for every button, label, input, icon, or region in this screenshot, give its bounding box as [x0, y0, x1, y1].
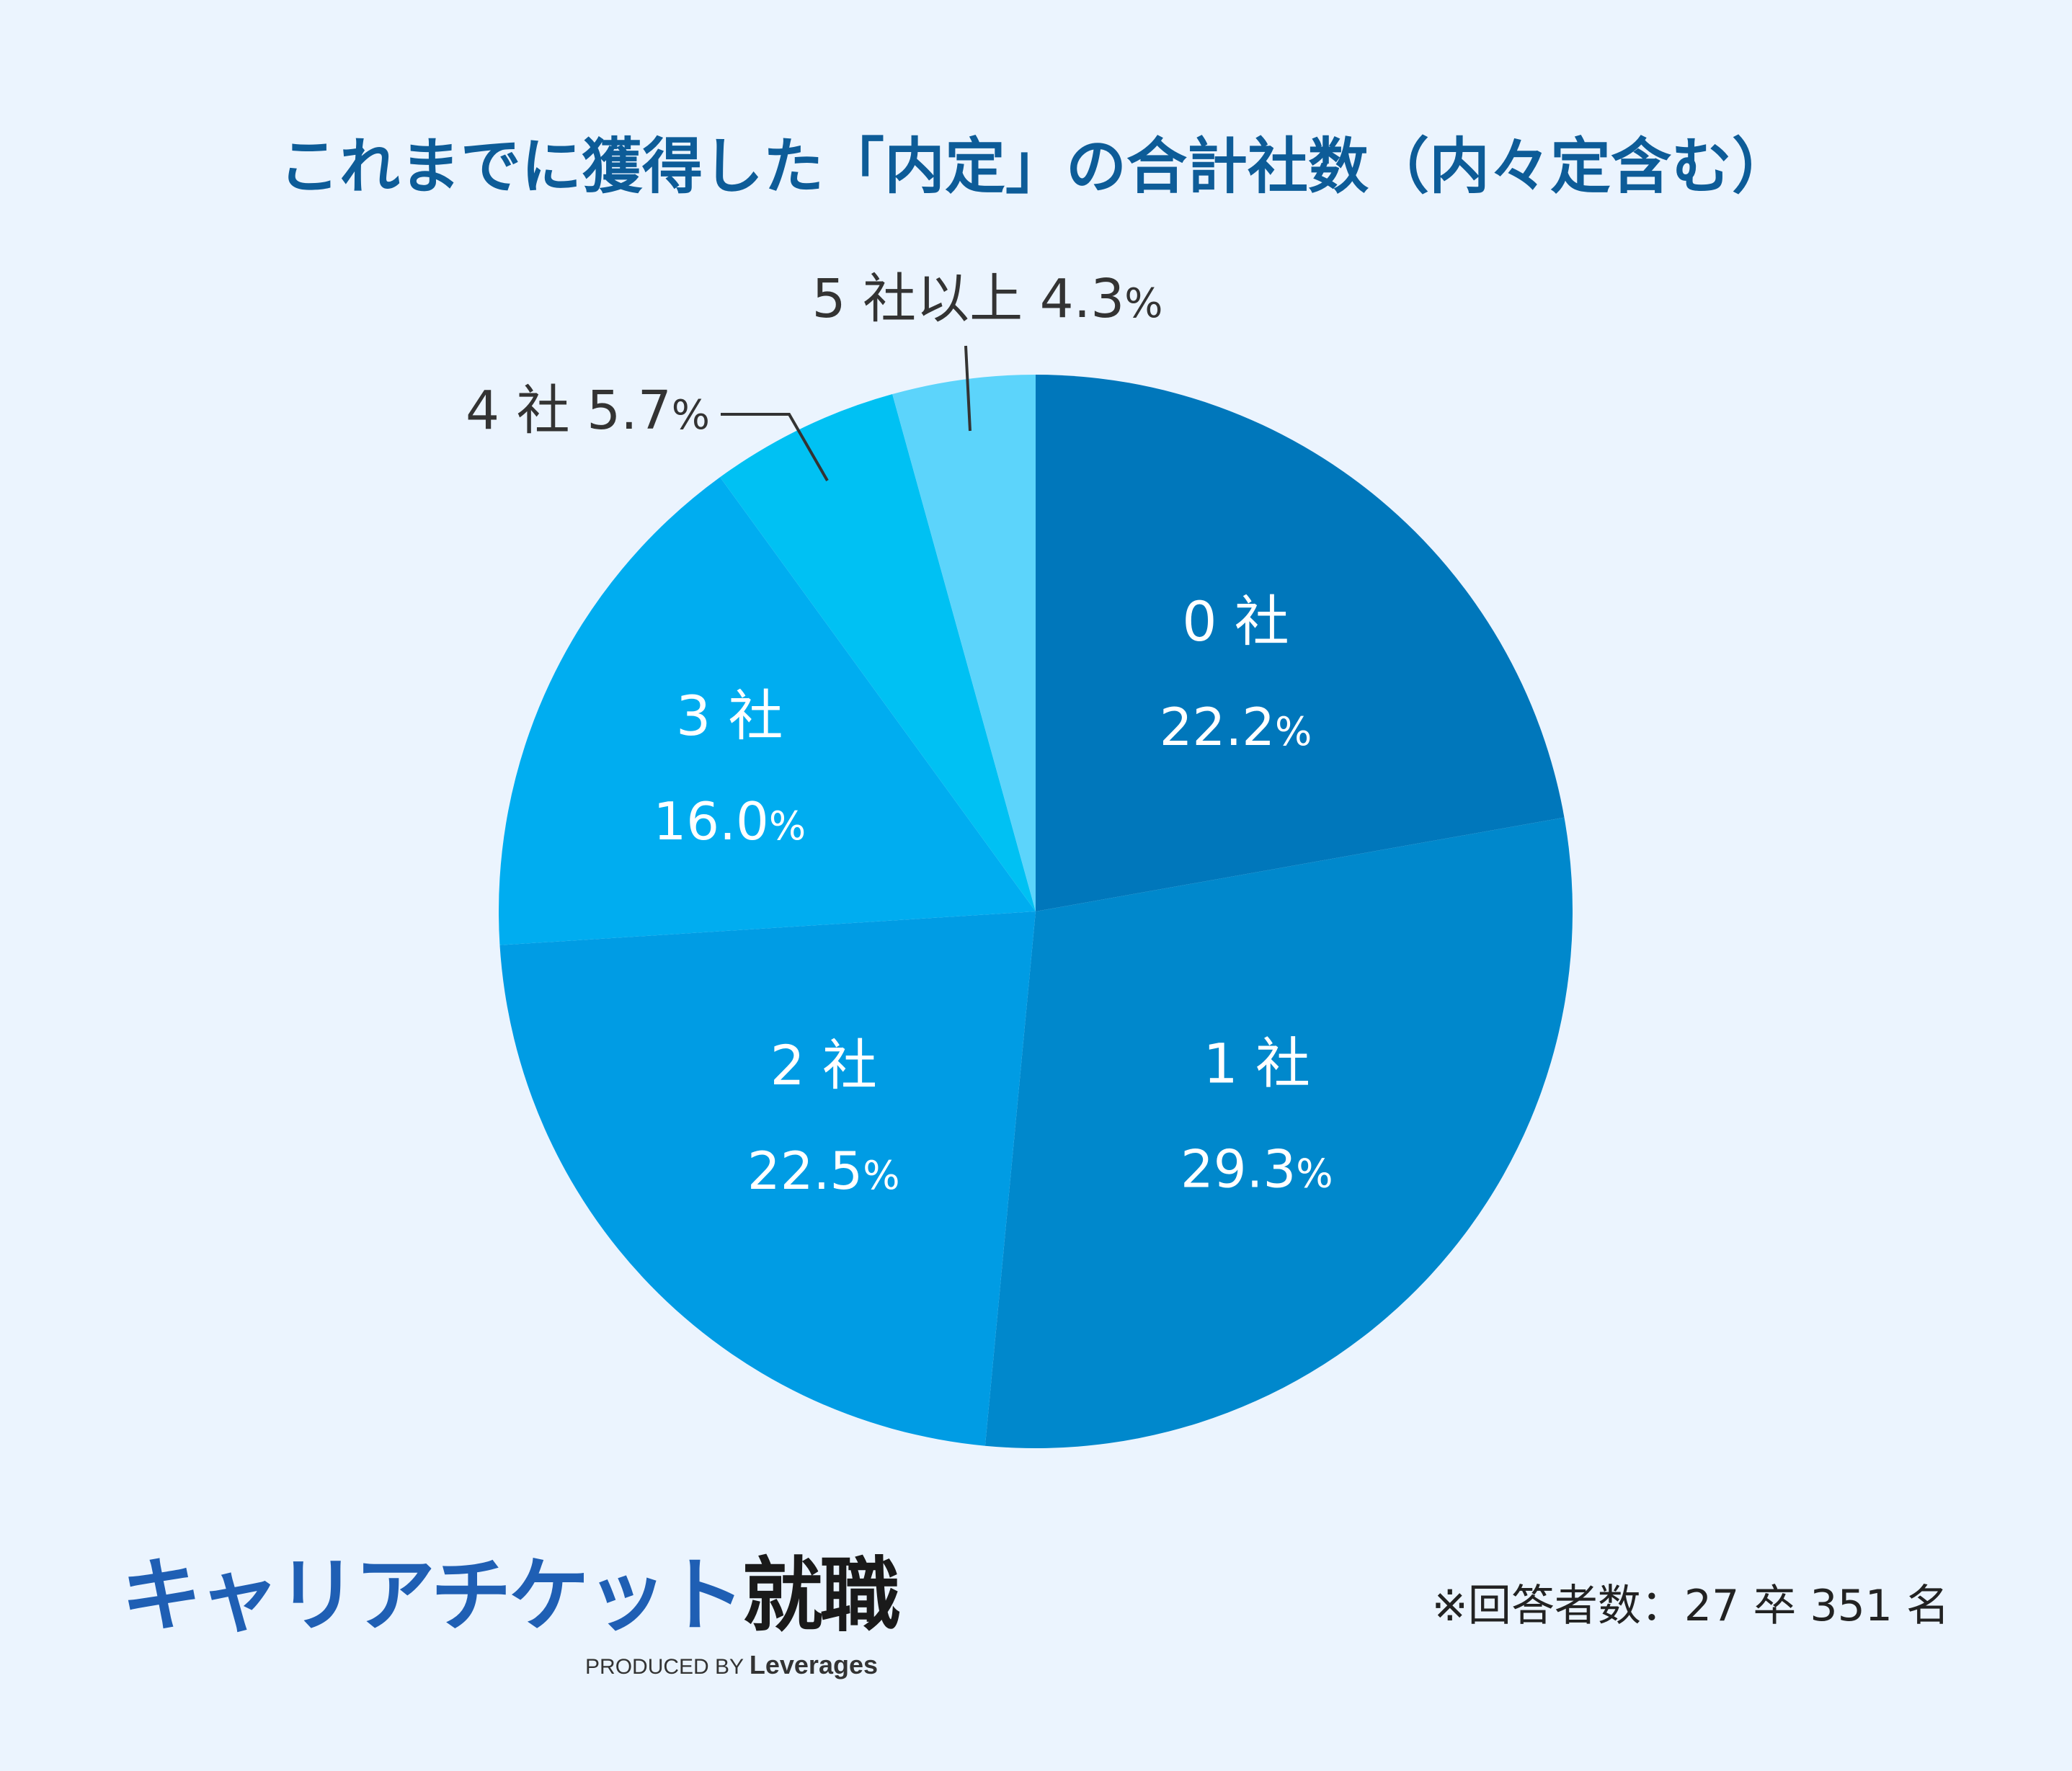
- leader-line-5-sha-plus: [964, 345, 971, 432]
- pie-slice-2-sha: [499, 911, 1036, 1446]
- logo-produced-by: PRODUCED BY: [585, 1655, 744, 1679]
- logo-kanji: 就職: [742, 1549, 901, 1643]
- pie-slices: [499, 375, 1573, 1448]
- pie-slice-4-sha: [720, 394, 1036, 911]
- leader-line-4-sha: [721, 413, 829, 481]
- logo-katakana: キャリアチケット: [121, 1549, 745, 1643]
- chart-title: これまでに獲得した「内定」の合計社数（内々定含む）: [279, 131, 1792, 202]
- pie-slice-5-sha-plus: [892, 375, 1036, 911]
- leader-lines: [721, 345, 971, 481]
- logo-wordmark: キャリアチケット就職: [121, 1549, 901, 1643]
- slice-labels: 0 社 22.2% 1 社 29.3% 2 社 22.5% 3 社 16.0% 4 社 5.7%…: [466, 268, 1333, 1201]
- logo-producer: PRODUCED BY Leverages: [546, 1650, 878, 1680]
- respondent-note: ※回答者数：27 卒 351 名: [1431, 1581, 1949, 1631]
- slice-outside-label: 4 社 5.7%: [466, 380, 710, 442]
- pie-slice-1-sha: [984, 817, 1573, 1448]
- slice-value-label: 22.5%: [747, 1141, 900, 1201]
- pie-slice-3-sha: [499, 477, 1036, 945]
- logo-brand: Leverages: [749, 1650, 878, 1679]
- slice-value-label: 29.3%: [1180, 1139, 1333, 1200]
- slice-value-label: 16.0%: [654, 791, 806, 852]
- pie-slice-0-sha: [1036, 375, 1565, 911]
- slice-value-label: 22.2%: [1160, 697, 1312, 757]
- slice-category-label: 3 社: [676, 684, 783, 748]
- brand-logo: キャリアチケット就職 PRODUCED BY Leverages: [121, 1549, 901, 1693]
- slice-category-label: 0 社: [1182, 589, 1289, 653]
- slice-category-label: 1 社: [1204, 1032, 1311, 1096]
- slice-category-label: 2 社: [770, 1033, 877, 1097]
- slice-outside-label: 5 社以上 4.3%: [812, 268, 1162, 330]
